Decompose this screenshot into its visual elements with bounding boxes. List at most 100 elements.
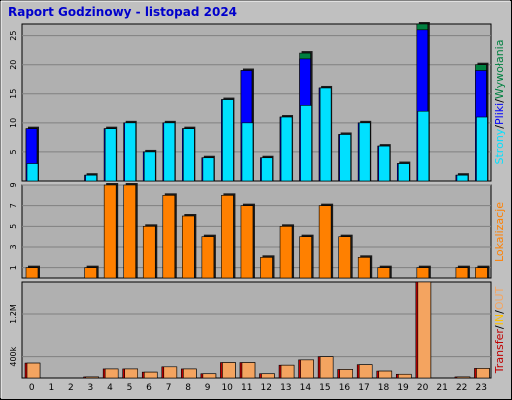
bar-strony [124,122,137,182]
bar-lokalizacje [182,215,195,279]
bar-strony [280,116,293,182]
bar-out [378,370,393,379]
x-tick-label: 11 [241,383,252,393]
x-tick-label: 12 [261,383,272,393]
y-tick-label: 1 [9,265,18,270]
y-tick-label: 15 [9,89,18,99]
legend-entry: Lokalizacje [493,202,506,262]
bar-lokalizacje [475,267,488,279]
x-tick-label: 9 [205,383,211,393]
x-tick-label: 18 [378,383,390,393]
bar-strony [339,134,351,182]
y-tick-label: 3 [9,244,18,249]
chart-title: Raport Godzinowy - listopad 2024 [8,5,237,19]
x-tick-label: 10 [221,383,233,393]
x-tick-label: 3 [88,383,94,393]
bar-lokalizacje [103,184,117,279]
bar-lokalizacje [455,267,469,279]
bar-strony [222,99,234,182]
x-tick-label: 22 [456,383,467,393]
bar-strony [456,174,469,182]
legends: Strony/Pliki/Wywołania Lokalizacje Transfe… [493,40,506,375]
bar-out [104,368,119,379]
transfer-panel: 400k 1.2M [9,281,492,379]
hits-panel: 5 10 15 20 25 [9,22,492,182]
x-tick-label: 6 [146,383,152,393]
bar-lokalizacje [84,267,97,279]
legend: Lokalizacje [493,202,506,262]
bar-strony [104,128,117,182]
x-tick-label: 14 [300,383,312,393]
plot-area [21,184,492,279]
legend-entry: / [493,325,506,329]
y-tick-label: 20 [9,60,18,70]
bar-strony [417,110,430,182]
y-tick-label: 9 [9,182,18,187]
bar-out [85,376,99,379]
bar-out [241,362,256,379]
y-tick-label: 400k [9,346,18,366]
bar-strony [85,174,97,182]
legend-entry: IN [493,314,506,325]
bar-lokalizacje [377,267,391,279]
bar-out [261,373,275,379]
bar-out [124,368,139,379]
legend: Transfer/IN/OUT [493,286,506,374]
bar-out [143,371,158,379]
bar-strony [476,116,488,182]
y-tick-label: 7 [9,203,18,208]
bar-out [300,359,314,379]
visits-panel: 1 3 5 7 9 [9,182,492,279]
bar-out [358,364,373,379]
bar-strony [183,128,195,182]
bar-lokalizacje [260,257,273,279]
bar-out [163,366,178,379]
legend-entry: Pliki [493,103,506,125]
bar-strony [26,163,39,182]
x-tick-label: 16 [339,383,351,393]
bar-out [339,369,353,379]
legend-entry: / [493,125,506,129]
x-tick-label: 21 [436,383,447,393]
x-tick-label: 20 [417,383,429,393]
bar-out [202,373,217,379]
bar-strony [241,122,254,182]
bar-lokalizacje [162,195,176,279]
bar-out [456,376,471,379]
bar-out [280,364,295,379]
legend: Strony/Pliki/Wywołania [493,40,506,165]
bar-strony [143,151,156,182]
bar-lokalizacje [299,236,312,279]
y-tick-label: 10 [9,118,18,128]
bar-lokalizacje [357,257,371,279]
bar-out [417,281,432,379]
y-tick-label: 5 [9,224,18,229]
legend-entry: Wywołania [493,40,506,100]
bar-out [183,368,197,379]
bar-lokalizacje [279,226,293,279]
x-tick-label: 0 [29,383,35,393]
legend-entry: / [493,310,506,314]
x-tick-label: 23 [476,383,487,393]
bar-lokalizacje [338,236,351,279]
plot-area [21,281,492,379]
bar-strony [300,105,312,182]
bar-strony [378,145,391,182]
bar-lokalizacje [240,205,254,279]
x-axis-hour-labels: 0 1 2 3 4 5 6 7 8 9 10 11 12 13 14 15 16 17 18 19 20 21 22 23 [29,383,487,393]
y-tick-label: 25 [9,31,18,41]
bar-strony [397,163,410,182]
x-tick-label: 13 [280,383,291,393]
bar-lokalizacje [142,226,156,279]
x-tick-label: 2 [68,383,74,393]
bar-strony [358,122,371,182]
legend-entry: / [493,99,506,103]
x-tick-label: 7 [166,383,172,393]
bar-strony [261,157,273,182]
x-tick-label: 15 [319,383,330,393]
x-tick-label: 5 [127,383,133,393]
bar-out [222,362,236,379]
bar-lokalizacje [416,267,430,279]
legend-entry: Transfer [493,329,506,375]
